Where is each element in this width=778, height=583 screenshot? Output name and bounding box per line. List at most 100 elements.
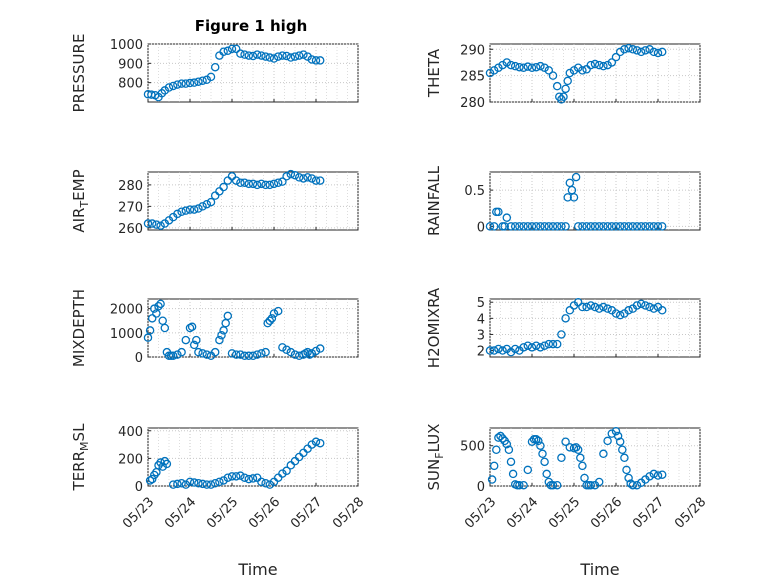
data-point [508, 469, 518, 479]
data-point [202, 480, 212, 489]
data-point [299, 174, 308, 183]
data-point [231, 44, 241, 54]
data-point [215, 187, 224, 196]
data-point [227, 172, 237, 181]
data-point [603, 436, 612, 446]
data-point [615, 437, 625, 446]
subplot-rainfall: 0 0.5 RAINFALL [425, 165, 701, 236]
data-point [515, 480, 524, 490]
data-point [519, 480, 528, 490]
data-point [189, 205, 199, 214]
data-point [536, 343, 545, 352]
data-point [223, 46, 233, 56]
data-point [303, 347, 312, 357]
data-point [494, 344, 503, 354]
data-point [219, 47, 228, 56]
data-point [615, 47, 625, 57]
x-tick-label: 05/25 [204, 495, 241, 532]
data-point [307, 55, 317, 64]
data-point [145, 326, 155, 335]
data-point [657, 470, 667, 479]
data-point [613, 431, 623, 441]
data-point [278, 177, 287, 186]
data-point [173, 80, 182, 89]
data-point [240, 178, 249, 187]
data-point [538, 449, 547, 459]
data-point [177, 79, 186, 88]
data-point [653, 48, 663, 58]
data-point [504, 445, 514, 454]
data-point [603, 222, 612, 231]
data-point [594, 60, 604, 70]
data-point [286, 347, 296, 357]
data-point [485, 68, 495, 78]
data-point [267, 314, 277, 323]
data-point [624, 306, 633, 315]
data-point [219, 182, 228, 192]
data-point [273, 178, 283, 187]
data-point [189, 340, 199, 350]
data-point [231, 350, 241, 359]
data-point [236, 178, 245, 187]
data-point [286, 169, 296, 179]
data-point [502, 439, 512, 449]
data-point [573, 445, 583, 454]
data-point [536, 61, 545, 71]
data-point [244, 179, 254, 189]
data-point [307, 349, 317, 358]
y-tick-label: 0 [477, 480, 485, 495]
data-point [599, 449, 608, 459]
data-point [620, 45, 629, 54]
data-point [632, 480, 642, 490]
data-point [632, 301, 642, 310]
data-point [265, 480, 275, 489]
data-point [273, 52, 283, 61]
data-point [185, 205, 195, 214]
data-point [215, 335, 224, 345]
data-point [244, 351, 254, 361]
data-point [202, 350, 212, 359]
series-markers [143, 169, 325, 230]
data-point [198, 202, 207, 211]
data-point [278, 51, 287, 60]
y-tick-label: 260 [118, 222, 143, 237]
series-markers [145, 437, 325, 489]
data-point [315, 438, 325, 448]
data-point [515, 222, 524, 231]
subplot-air_temp: 260 270 280 AIRTEMP [70, 169, 359, 237]
data-point [578, 461, 587, 471]
data-point [544, 339, 554, 349]
subplot-pressure: 800 900 1000 PRESSURE [70, 34, 359, 112]
data-point [158, 462, 167, 471]
data-point [611, 52, 621, 62]
data-point [607, 222, 617, 231]
data-point [307, 174, 317, 183]
data-point [257, 51, 266, 60]
data-point [531, 341, 541, 350]
data-point [594, 222, 604, 231]
data-point [290, 52, 300, 61]
y-tick-label: 500 [460, 440, 485, 455]
data-point [286, 53, 296, 62]
data-point [657, 222, 667, 231]
data-point [649, 469, 659, 479]
data-point [527, 63, 537, 72]
data-point [519, 343, 528, 352]
data-point [162, 459, 172, 469]
data-point [519, 222, 528, 231]
data-point [181, 335, 191, 345]
data-point [590, 59, 600, 69]
plot-area [489, 43, 701, 103]
data-point [231, 472, 241, 481]
y-axis-label: MIXDEPTH [70, 289, 88, 367]
data-point [565, 68, 575, 78]
data-point [578, 302, 587, 312]
data-point [223, 311, 233, 321]
data-point [599, 61, 608, 71]
data-point [615, 222, 625, 231]
data-point [506, 457, 516, 467]
data-point [303, 52, 312, 61]
data-point [540, 63, 549, 72]
